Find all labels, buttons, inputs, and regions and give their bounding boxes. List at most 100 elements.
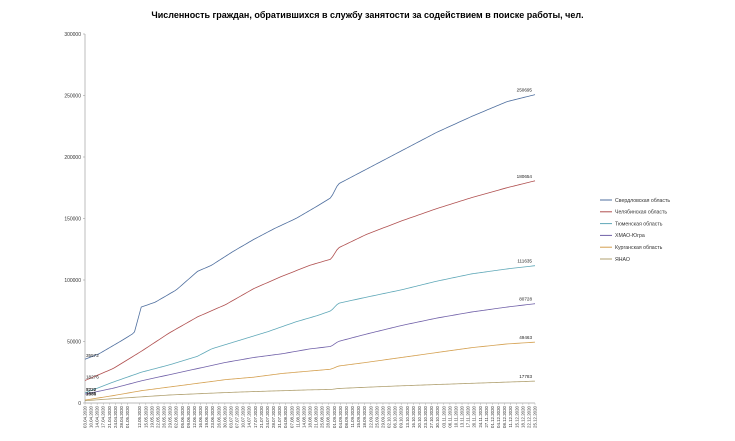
data-labels: 35572 250695 18276 180654 8222 111635 7222 8072… xyxy=(86,88,532,397)
x-tick-label: 28.08.2020 xyxy=(326,405,331,428)
x-tick-label: 31.07.2020 xyxy=(277,405,282,428)
x-tick-label: 04.09.2020 xyxy=(338,405,343,428)
x-tick-label: 17.07.2020 xyxy=(253,405,258,428)
x-tick-label: 18.12.2020 xyxy=(520,405,525,428)
x-tick-label: 25.12.2020 xyxy=(533,405,538,428)
x-tick-label: 04.12.2020 xyxy=(496,405,501,428)
x-tick-label: 03.11.2020 xyxy=(441,405,446,427)
x-tick-label: 24.07.2020 xyxy=(265,405,270,428)
x-tick-label: 26.06.2020 xyxy=(216,405,221,428)
x-tick-label: 16.06.2020 xyxy=(198,405,203,428)
start-value-label: 35572 xyxy=(86,353,99,358)
start-value-label: 8222 xyxy=(86,387,97,392)
y-axis-ticks: 0 50000 100000 150000 200000 250000 300000 xyxy=(64,32,85,407)
y-tick-label: 150000 xyxy=(64,216,81,222)
x-tick-label: 02.10.2020 xyxy=(387,405,392,428)
end-value-label: 180654 xyxy=(517,174,533,179)
x-tick-label: 06.11.2020 xyxy=(447,405,452,427)
chart-title: Численность граждан, обратившихся в служ… xyxy=(151,10,584,20)
x-tick-label: 19.06.2020 xyxy=(204,405,209,428)
legend[interactable]: Свердловская область Челябинская область Т… xyxy=(600,198,670,263)
legend-item[interactable]: Челябинская область xyxy=(600,210,667,216)
series-line-6 xyxy=(84,380,536,402)
y-tick-label: 100000 xyxy=(64,278,81,284)
start-value-label: 2386 xyxy=(86,392,97,397)
series-line-1 xyxy=(84,94,536,360)
start-value-label: 7222 xyxy=(86,387,97,392)
x-tick-label: 17.11.2020 xyxy=(466,405,471,427)
x-tick-label: 13.11.2020 xyxy=(460,405,465,427)
x-tick-label: 14.04.2020 xyxy=(95,405,100,428)
legend-item[interactable]: Курганская область xyxy=(600,245,663,251)
series-line-3 xyxy=(84,265,536,394)
x-tick-label: 11.12.2020 xyxy=(508,405,513,427)
x-tick-label: 27.10.2020 xyxy=(429,405,434,428)
x-tick-label: 04.08.2020 xyxy=(283,405,288,428)
legend-item[interactable]: ЯНАО xyxy=(600,257,630,263)
end-value-label: 80728 xyxy=(519,297,532,302)
x-tick-label: 23.06.2020 xyxy=(210,405,215,428)
x-tick-label: 10.11.2020 xyxy=(453,405,458,427)
x-tick-label: 28.07.2020 xyxy=(271,405,276,428)
legend-label: Свердловская область xyxy=(615,198,670,204)
x-tick-label: 16.10.2020 xyxy=(411,405,416,428)
x-tick-label: 27.11.2020 xyxy=(484,405,489,427)
x-tick-label: 10.07.2020 xyxy=(241,405,246,428)
x-tick-label: 09.06.2020 xyxy=(186,405,191,428)
series-line-2 xyxy=(84,180,536,381)
x-tick-label: 13.10.2020 xyxy=(405,405,410,428)
x-tick-label: 22.12.2020 xyxy=(526,405,531,428)
x-tick-label: 21.08.2020 xyxy=(314,405,319,428)
legend-label: Тюменская область xyxy=(615,221,663,227)
y-tick-label: 200000 xyxy=(64,155,81,161)
start-value-label: 1885 xyxy=(86,391,97,396)
legend-label: Курганская область xyxy=(615,245,663,251)
x-tick-label: 14.07.2020 xyxy=(247,405,252,428)
y-tick-label: 50000 xyxy=(67,339,81,345)
x-tick-label: 25.09.2020 xyxy=(374,405,379,428)
x-tick-label: 21.04.2020 xyxy=(107,405,112,428)
x-tick-label: 28.04.2020 xyxy=(119,405,124,428)
y-tick-label: 250000 xyxy=(64,93,81,99)
x-tick-label: 07.08.2020 xyxy=(289,405,294,428)
x-tick-label: 25.08.2020 xyxy=(320,405,325,428)
x-tick-label: 20.10.2020 xyxy=(417,405,422,428)
x-tick-label: 11.08.2020 xyxy=(295,405,300,427)
y-tick-label: 300000 xyxy=(64,32,81,38)
x-tick-label: 08.12.2020 xyxy=(502,405,507,428)
x-tick-label: 15.05.2020 xyxy=(143,405,148,428)
legend-label: Челябинская область xyxy=(615,210,667,216)
end-value-label: 111635 xyxy=(517,259,532,264)
series-lines xyxy=(84,94,536,402)
end-value-label: 250695 xyxy=(517,88,533,93)
legend-item[interactable]: ХМАО-Югра xyxy=(600,233,645,239)
series-line-5 xyxy=(84,341,536,401)
x-tick-label: 01.05.2020 xyxy=(125,405,130,428)
end-value-label: 17783 xyxy=(519,374,532,379)
x-tick-label: 30.06.2020 xyxy=(222,405,227,428)
x-tick-label: 12.05.2020 xyxy=(137,405,142,428)
x-tick-label: 03.07.2020 xyxy=(228,405,233,428)
x-tick-label: 08.09.2020 xyxy=(344,405,349,428)
x-tick-label: 03.04.2020 xyxy=(83,405,88,428)
x-tick-label: 29.05.2020 xyxy=(168,405,173,428)
x-tick-label: 11.09.2020 xyxy=(350,405,355,427)
x-tick-label: 19.05.2020 xyxy=(149,405,154,428)
x-tick-label: 17.04.2020 xyxy=(101,405,106,428)
end-value-label: 49463 xyxy=(519,335,532,340)
start-value-label: 18276 xyxy=(86,375,99,380)
x-tick-label: 23.10.2020 xyxy=(423,405,428,428)
x-tick-label: 20.11.2020 xyxy=(472,405,477,427)
x-tick-label: 10.04.2020 xyxy=(89,405,94,428)
legend-item[interactable]: Тюменская область xyxy=(600,221,663,227)
x-tick-label: 26.05.2020 xyxy=(162,405,167,428)
x-tick-label: 15.12.2020 xyxy=(514,405,519,428)
x-tick-label: 07.07.2020 xyxy=(235,405,240,428)
x-tick-label: 22.05.2020 xyxy=(155,405,160,428)
legend-label: ЯНАО xyxy=(615,257,630,263)
legend-item[interactable]: Свердловская область xyxy=(600,198,670,204)
x-tick-label: 30.10.2020 xyxy=(435,405,440,428)
x-tick-label: 05.06.2020 xyxy=(180,405,185,428)
x-tick-label: 21.07.2020 xyxy=(259,405,264,428)
